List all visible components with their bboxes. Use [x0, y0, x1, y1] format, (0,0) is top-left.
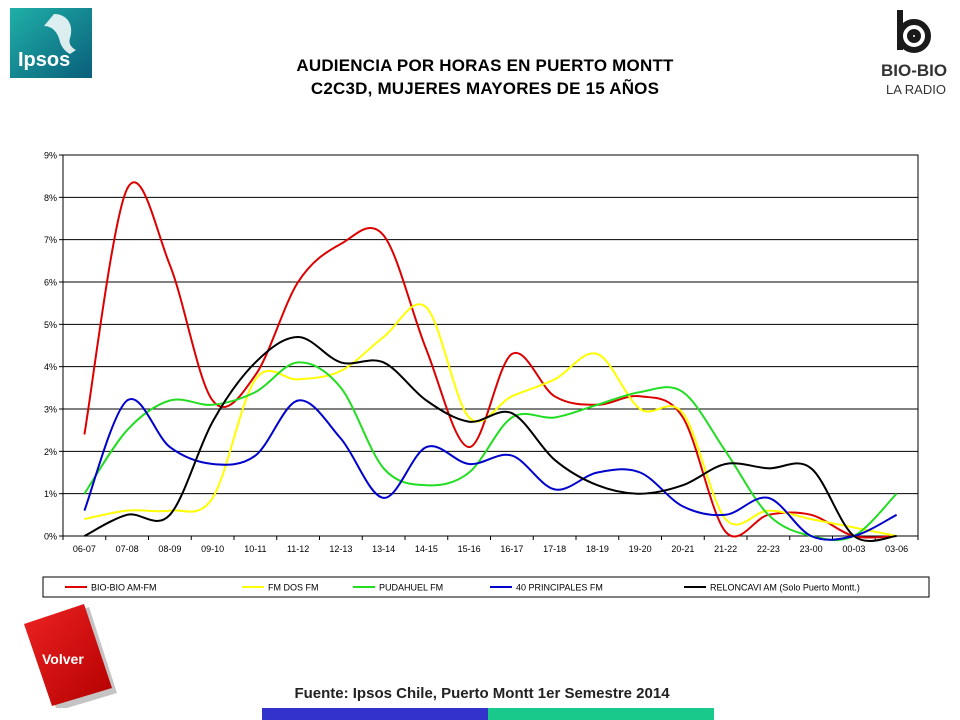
- x-tick-label: 19-20: [629, 544, 652, 554]
- y-tick-label: 0%: [44, 532, 57, 542]
- x-tick-label: 11-12: [287, 544, 309, 554]
- x-tick-label: 08-09: [158, 544, 181, 554]
- x-tick-label: 17-18: [543, 544, 566, 554]
- series-line-4: [83, 397, 898, 541]
- y-tick-label: 4%: [44, 362, 57, 372]
- x-tick-label: 10-11: [244, 544, 266, 554]
- x-tick-label: 00-03: [842, 544, 865, 554]
- x-tick-label: 16-17: [500, 544, 523, 554]
- x-tick-label: 12-13: [329, 544, 352, 554]
- biobio-logo-text: BIO-BIO: [881, 61, 947, 80]
- x-tick-label: 20-21: [671, 544, 694, 554]
- y-tick-label: 3%: [44, 405, 57, 415]
- page-subtitle: C2C3D, MUJERES MAYORES DE 15 AÑOS: [310, 79, 660, 98]
- legend-label: 40 PRINCIPALES FM: [516, 583, 603, 593]
- x-tick-label: 18-19: [586, 544, 609, 554]
- y-tick-label: 8%: [44, 193, 57, 203]
- plot-area: [62, 154, 919, 537]
- series-line-1: [83, 181, 897, 539]
- source-note: Fuente: Ipsos Chile, Puerto Montt 1er Se…: [294, 685, 670, 702]
- x-tick-label: 03-06: [885, 544, 908, 554]
- y-tick-label: 6%: [44, 278, 57, 288]
- volver-button[interactable]: Volver: [22, 604, 118, 711]
- legend-label: RELONCAVI AM (Solo Puerto Montt.): [710, 583, 860, 593]
- audience-chart: 0% 1% 2% 3% 4% 5% 6% 7% 8% 9% 06-07 07-08 08-09 09-10…: [20, 146, 940, 606]
- footer-bar-blue: [262, 708, 488, 720]
- series-line-5: [83, 336, 897, 542]
- x-tick-label: 23-00: [800, 544, 823, 554]
- x-tick-label: 15-16: [458, 544, 481, 554]
- biobio-logo: BIO-BIO LA RADIO: [880, 6, 952, 102]
- x-tick-label: 21-22: [714, 544, 737, 554]
- biobio-logo-subtext: LA RADIO: [886, 82, 946, 97]
- legend-label: PUDAHUEL FM: [379, 583, 443, 593]
- footer-bar-teal: [488, 708, 714, 720]
- page-title: AUDIENCIA POR HORAS EN PUERTO MONTT: [296, 56, 674, 75]
- legend-label: BIO-BIO AM-FM: [91, 583, 157, 593]
- x-tick-label: 13-14: [372, 544, 395, 554]
- y-tick-label: 9%: [44, 151, 57, 161]
- audience-line-chart: 0% 1% 2% 3% 4% 5% 6% 7% 8% 9% 06-07 07-08 08-09 09-10…: [42, 151, 930, 598]
- y-tick-label: 7%: [44, 235, 57, 245]
- legend-box: [42, 576, 930, 598]
- x-tick-label: 14-15: [415, 544, 438, 554]
- ipsos-logo-text: Ipsos: [18, 49, 70, 71]
- ipsos-logo: Ipsos: [10, 8, 92, 78]
- y-tick-label: 1%: [44, 489, 57, 499]
- x-tick-label: 09-10: [201, 544, 224, 554]
- x-tick-label: 06-07: [73, 544, 96, 554]
- y-tick-label: 2%: [44, 447, 57, 457]
- x-tick-label: 22-23: [757, 544, 780, 554]
- volver-button-label: Volver: [42, 651, 84, 667]
- legend-label: FM DOS FM: [268, 583, 319, 593]
- y-tick-label: 5%: [44, 320, 57, 330]
- series-line-3: [83, 361, 898, 542]
- x-tick-label: 07-08: [116, 544, 139, 554]
